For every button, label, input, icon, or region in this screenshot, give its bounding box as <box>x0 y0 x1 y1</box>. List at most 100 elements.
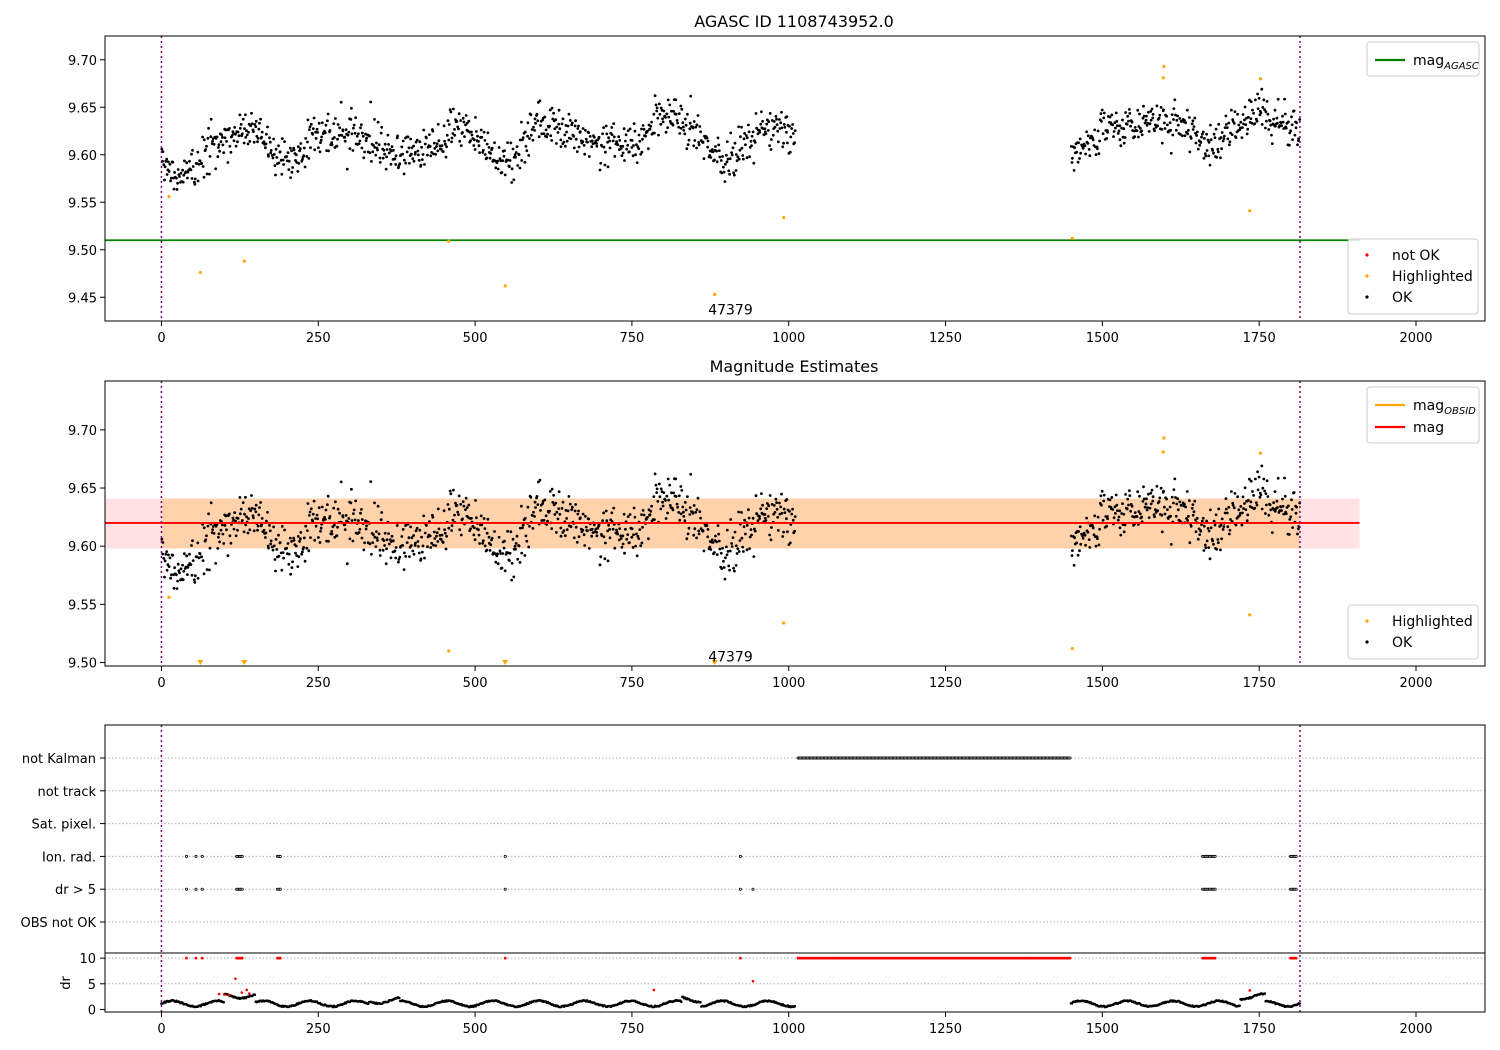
ok-point <box>412 159 416 163</box>
ok-point <box>758 514 761 518</box>
flag-marker <box>200 854 204 858</box>
ok-point <box>394 154 398 158</box>
ok-point <box>379 518 383 522</box>
ok-point <box>597 523 601 527</box>
ok-point <box>1237 123 1241 127</box>
ok-point <box>680 489 684 492</box>
ok-point <box>308 125 312 129</box>
ok-point <box>1186 519 1190 522</box>
ok-point <box>508 159 512 162</box>
ok-point <box>1174 128 1178 132</box>
ok-point <box>407 146 411 150</box>
highlighted-point <box>1248 209 1252 213</box>
ok-point <box>1227 121 1231 125</box>
ok-point <box>1189 137 1193 140</box>
ok-point <box>214 562 218 565</box>
ok-point <box>682 510 685 514</box>
ok-point <box>1116 132 1120 135</box>
ok-point <box>420 550 424 554</box>
ok-point <box>1234 523 1238 527</box>
ok-point <box>205 568 209 571</box>
ok-point <box>257 127 261 131</box>
ok-point <box>1231 504 1235 507</box>
ok-point <box>383 544 386 547</box>
ok-point <box>1249 500 1253 504</box>
ok-point <box>1289 129 1293 133</box>
ok-point <box>569 525 573 529</box>
ok-point <box>1272 501 1275 504</box>
ok-point <box>577 509 580 513</box>
ok-point <box>394 163 398 166</box>
ok-point <box>1202 549 1206 552</box>
ok-point <box>554 118 558 121</box>
ok-point <box>392 148 395 152</box>
ok-point <box>239 507 243 511</box>
ok-point <box>733 569 736 573</box>
ok-point <box>776 529 780 532</box>
ok-point <box>758 130 762 134</box>
ok-point <box>339 100 343 104</box>
ok-point <box>410 146 414 150</box>
ok-point <box>172 187 176 191</box>
ok-point <box>327 539 330 543</box>
ok-point <box>277 554 281 558</box>
ok-point <box>759 507 763 511</box>
ok-point <box>753 527 756 531</box>
ok-point <box>490 146 494 150</box>
ok-point <box>714 145 717 148</box>
ok-point <box>1242 122 1245 126</box>
ok-point <box>302 146 306 150</box>
ok-point <box>481 148 485 152</box>
ok-point <box>1149 118 1153 122</box>
ok-point <box>1145 497 1148 501</box>
ok-point <box>628 541 631 544</box>
plot-frame <box>104 380 1486 667</box>
ok-point <box>419 557 423 561</box>
ok-point <box>256 528 259 532</box>
ok-point <box>725 553 729 557</box>
ok-point <box>1100 503 1103 507</box>
ok-point <box>683 501 687 504</box>
ok-point <box>1126 497 1130 501</box>
ok-point <box>1253 506 1257 510</box>
ok-point <box>642 127 646 131</box>
ok-point <box>1114 512 1117 515</box>
ok-point <box>343 139 347 143</box>
ok-point <box>181 563 185 567</box>
ok-point <box>767 120 771 124</box>
ok-point <box>482 130 486 134</box>
ok-point <box>416 545 420 548</box>
ok-point <box>1230 490 1233 493</box>
dr-point <box>1263 992 1266 995</box>
ok-point <box>373 146 377 149</box>
ok-point <box>513 544 517 548</box>
ok-point <box>239 123 243 126</box>
ok-point <box>278 541 282 544</box>
ok-point <box>1212 519 1216 523</box>
ok-point <box>1184 505 1187 509</box>
ok-point <box>1113 505 1117 509</box>
ok-point <box>1224 114 1228 118</box>
ok-point <box>760 110 763 114</box>
ok-point <box>1193 499 1197 503</box>
ok-point <box>523 160 527 164</box>
ok-point <box>610 133 614 137</box>
dr-bad-point <box>217 992 221 996</box>
ok-point <box>378 554 382 557</box>
ok-point <box>672 109 675 113</box>
ok-point <box>694 125 698 129</box>
ok-point <box>211 525 215 528</box>
ok-point <box>623 551 626 555</box>
ok-point <box>315 513 319 517</box>
ok-point <box>253 507 257 511</box>
ok-point <box>1248 477 1251 481</box>
ok-point <box>435 142 439 146</box>
ok-point <box>649 509 653 513</box>
ok-point <box>1140 129 1144 133</box>
ok-point <box>500 171 504 174</box>
ok-point <box>182 569 186 573</box>
highlighted-point <box>1070 236 1074 240</box>
ok-point <box>546 132 549 136</box>
ok-point <box>619 144 623 148</box>
